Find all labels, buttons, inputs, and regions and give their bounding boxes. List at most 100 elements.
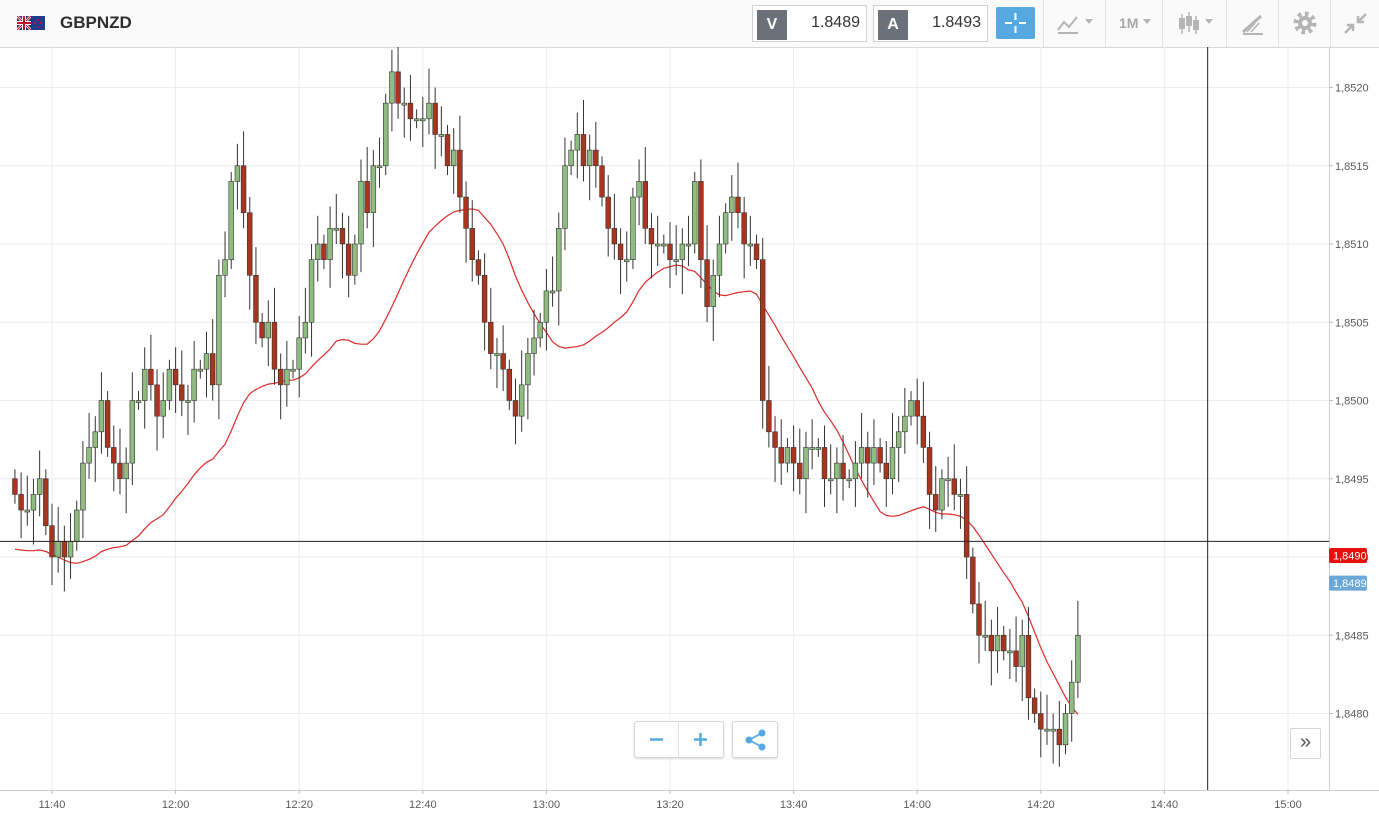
scroll-to-latest-button[interactable]: » xyxy=(1290,728,1321,759)
candle xyxy=(450,128,457,194)
down-candle-body xyxy=(469,228,475,260)
share-button[interactable] xyxy=(732,721,778,758)
up-candle-body xyxy=(729,196,735,214)
price-chart[interactable]: 1,8520 1,8515 1,8510 1,8505 1,8500 1,8495 1,84… xyxy=(0,47,1379,819)
down-candle-body xyxy=(883,462,890,480)
down-candle-body xyxy=(772,431,778,448)
candle xyxy=(512,378,519,445)
down-candle-body xyxy=(759,259,766,401)
down-candle-body xyxy=(753,243,760,260)
candle xyxy=(747,215,754,266)
price-tick-label: 1,8485 xyxy=(1335,630,1369,642)
candle xyxy=(179,350,185,417)
candle xyxy=(518,350,525,432)
candle xyxy=(123,447,129,514)
crosshair-button[interactable] xyxy=(996,7,1035,39)
down-candle-body xyxy=(117,462,123,480)
candle xyxy=(877,438,883,473)
candle xyxy=(902,387,908,454)
down-candle-body xyxy=(926,447,933,495)
down-candle-body xyxy=(951,478,957,495)
fullscreen-button[interactable] xyxy=(1330,0,1379,47)
up-candle-body xyxy=(827,478,834,482)
candle xyxy=(352,234,358,285)
candle xyxy=(1069,660,1075,742)
up-candle-body xyxy=(784,447,791,464)
candle xyxy=(55,506,61,573)
up-candle-body xyxy=(142,368,148,401)
time-tick-label: 15:00 xyxy=(1274,799,1302,811)
candle xyxy=(624,231,630,282)
up-candle-body xyxy=(803,447,809,480)
down-candle-body xyxy=(599,165,605,198)
up-candle-body xyxy=(1019,634,1025,667)
down-candle-body xyxy=(1056,728,1063,746)
candle xyxy=(426,68,432,135)
zoom-out-button[interactable] xyxy=(635,722,679,757)
candle xyxy=(556,212,562,326)
up-candle-body xyxy=(160,400,166,417)
candle xyxy=(160,372,166,439)
up-candle-body xyxy=(889,447,896,480)
candle xyxy=(889,413,896,495)
up-candle-body xyxy=(549,290,556,294)
candle xyxy=(537,312,543,348)
price-tick-label: 1,8495 xyxy=(1335,474,1369,486)
candle xyxy=(1075,600,1081,698)
time-axis: 11:40 12:00 12:20 12:40 13:00 13:20 13:40 14:00… xyxy=(0,790,1379,811)
up-candle-body xyxy=(574,134,581,151)
candle xyxy=(667,222,673,288)
up-candle-body xyxy=(228,181,234,260)
price-tick-label: 1,8505 xyxy=(1335,317,1369,329)
down-candle-body xyxy=(345,243,352,276)
up-candle-body xyxy=(327,228,333,260)
bid-button[interactable]: V 1.8489 xyxy=(752,5,867,42)
candle xyxy=(858,413,865,479)
candle xyxy=(61,525,68,592)
down-candle-body xyxy=(642,181,648,229)
up-candle-body xyxy=(129,400,136,464)
zoom-in-button[interactable] xyxy=(679,722,722,757)
up-candle-body xyxy=(222,259,228,276)
down-candle-body xyxy=(209,353,216,386)
down-candle-body xyxy=(593,149,599,167)
down-candle-body xyxy=(512,400,519,417)
bid-price: 1.8489 xyxy=(811,14,860,31)
candle xyxy=(865,431,871,498)
up-candle-body xyxy=(197,368,204,372)
timeframe-button[interactable]: 1M xyxy=(1105,0,1163,47)
drawing-tools-button[interactable] xyxy=(1226,0,1279,47)
candle xyxy=(30,478,37,545)
candle xyxy=(586,134,593,201)
down-candle-body xyxy=(463,196,469,229)
down-candle-body xyxy=(500,353,506,370)
chart-type-button[interactable] xyxy=(1043,0,1106,47)
down-candle-body xyxy=(271,321,278,370)
up-candle-body xyxy=(420,118,426,122)
time-tick-label: 12:00 xyxy=(162,799,190,811)
candle xyxy=(364,146,370,229)
candle xyxy=(982,600,988,651)
price-tag-label: 1,8490 xyxy=(1333,551,1367,563)
candle xyxy=(67,513,74,579)
candles-button[interactable] xyxy=(1162,0,1227,47)
settings-button[interactable] xyxy=(1278,0,1331,47)
chart-toolbar: GBPNZD V 1.8489 A 1.8493 1M xyxy=(0,0,1379,48)
candle xyxy=(240,131,247,229)
candle xyxy=(642,146,648,244)
candle xyxy=(593,121,599,188)
candle xyxy=(444,125,451,176)
candle xyxy=(834,447,840,514)
down-candle-body xyxy=(247,212,253,276)
plus-icon xyxy=(694,733,707,746)
candle xyxy=(722,203,729,254)
candle xyxy=(80,441,86,539)
ask-button[interactable]: A 1.8493 xyxy=(873,5,988,42)
candle xyxy=(543,269,550,351)
down-candle-body xyxy=(741,212,747,245)
candle xyxy=(259,312,265,348)
candle xyxy=(926,431,933,529)
up-candle-body xyxy=(234,165,241,182)
candle xyxy=(933,466,939,532)
candle xyxy=(117,428,123,495)
